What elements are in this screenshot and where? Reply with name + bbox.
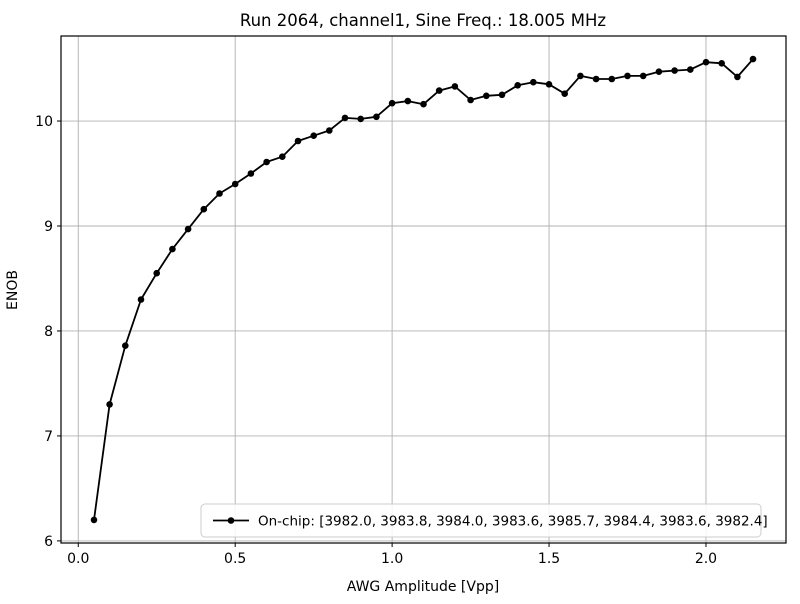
data-point xyxy=(184,225,192,233)
data-point xyxy=(373,113,380,121)
data-point xyxy=(137,296,145,303)
data-point xyxy=(106,401,113,408)
data-point xyxy=(420,100,427,108)
plot-border xyxy=(60,35,787,544)
data-point xyxy=(687,66,694,73)
data-point xyxy=(153,269,160,277)
data-point xyxy=(310,132,318,139)
data-point xyxy=(326,127,333,134)
data-point xyxy=(498,91,506,99)
data-point xyxy=(451,83,459,90)
legend-box xyxy=(200,503,762,538)
data-point xyxy=(671,67,678,74)
data-point xyxy=(530,78,537,86)
data-point xyxy=(467,96,474,104)
x-tick-label: 1.0 xyxy=(381,551,403,567)
legend: On-chip: [3982.0, 3983.8, 3984.0, 3983.6… xyxy=(200,503,768,538)
x-tick-labels: 0.0 0.5 1.0 1.5 2.0 xyxy=(67,543,717,567)
data-point xyxy=(514,82,521,89)
data-point xyxy=(655,68,663,75)
data-point xyxy=(639,72,647,80)
data-point xyxy=(294,137,302,145)
y-tick-label: 8 xyxy=(44,324,53,340)
data-point xyxy=(341,114,349,122)
data-point xyxy=(263,158,270,166)
x-tick-label: 0.0 xyxy=(67,551,89,567)
data-point xyxy=(279,153,286,160)
data-point xyxy=(216,190,223,197)
y-tick-label: 6 xyxy=(44,534,53,550)
x-tick-label: 0.5 xyxy=(224,551,246,567)
data-point xyxy=(435,87,443,94)
data-point xyxy=(122,342,129,350)
data-point xyxy=(702,58,710,66)
legend-label: On-chip: [3982.0, 3983.8, 3984.0, 3983.6… xyxy=(258,514,768,530)
chart-title: Run 2064, channel1, Sine Freq.: 18.005 M… xyxy=(240,11,606,30)
x-tick-label: 1.5 xyxy=(538,551,560,567)
y-tick-label: 9 xyxy=(44,219,53,235)
y-tick-labels: 6 7 8 9 10 xyxy=(35,114,61,550)
y-tick-label: 10 xyxy=(35,114,53,130)
data-point xyxy=(561,90,568,97)
data-point xyxy=(231,180,239,188)
data-point xyxy=(247,170,255,177)
data-point xyxy=(624,72,631,80)
data-point xyxy=(592,75,600,83)
data-point xyxy=(545,81,553,88)
data-point xyxy=(357,115,365,123)
data-point xyxy=(200,205,208,213)
y-tick-label: 7 xyxy=(44,429,53,445)
data-point xyxy=(169,245,176,253)
grid-lines xyxy=(61,36,786,543)
data-point xyxy=(404,97,412,105)
data-point xyxy=(577,72,584,80)
x-tick-label: 2.0 xyxy=(695,551,717,567)
data-series-line xyxy=(90,55,757,524)
data-point xyxy=(90,516,98,524)
legend-marker-icon xyxy=(227,517,235,524)
data-point xyxy=(483,92,490,100)
y-axis-label: ENOB xyxy=(5,270,21,310)
series-polyline xyxy=(93,58,754,521)
data-point xyxy=(734,73,741,81)
data-point xyxy=(388,99,396,107)
data-point xyxy=(608,75,616,83)
x-axis-label: AWG Amplitude [Vpp] xyxy=(347,579,499,595)
data-point xyxy=(749,55,757,63)
data-point xyxy=(718,60,725,67)
